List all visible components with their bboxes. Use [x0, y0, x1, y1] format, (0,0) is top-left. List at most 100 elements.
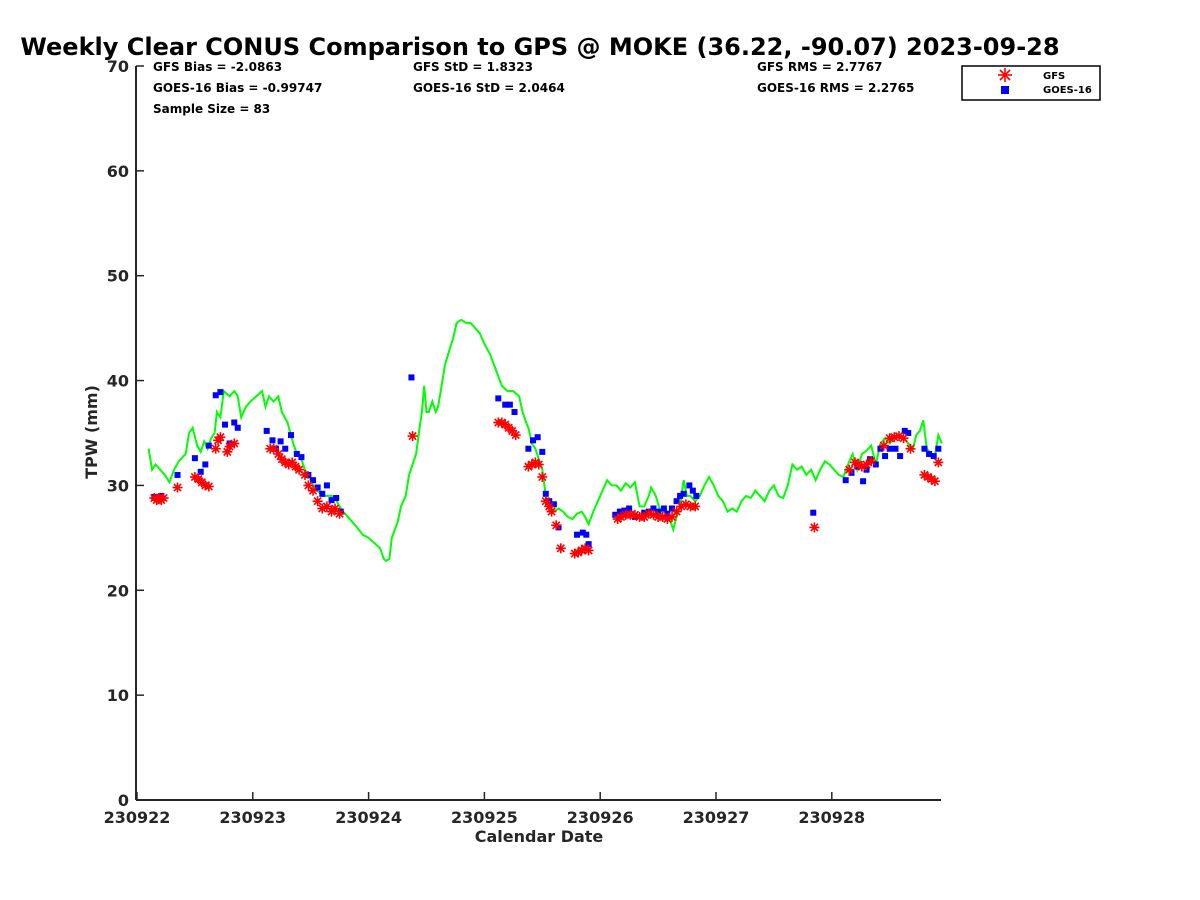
goes16-point: [677, 492, 684, 499]
x-tick-label: 230927: [683, 808, 750, 827]
y-tick-label: 60: [107, 162, 129, 181]
x-tick-label: 230924: [335, 808, 402, 827]
legend-gfs-label: GFS: [1043, 71, 1065, 82]
goes-bias-stat: GOES-16 Bias = -0.99747: [153, 81, 322, 95]
goes16-point: [897, 453, 904, 460]
y-tick-label: 40: [107, 372, 129, 391]
goes16-point: [539, 448, 546, 455]
goes16-point: [935, 445, 942, 452]
x-tick-label: 230923: [219, 808, 286, 827]
gps-series-line: [147, 318, 943, 563]
goes16-point: [930, 453, 937, 460]
y-tick-label: 20: [107, 581, 129, 600]
goes16-point: [673, 498, 680, 505]
gfs-point: [866, 456, 877, 467]
goes16-point: [263, 427, 270, 434]
x-tick-label: 230926: [567, 808, 634, 827]
goes16-point: [650, 505, 657, 512]
goes16-point: [217, 389, 224, 396]
gfs-point: [551, 520, 562, 531]
goes16-point: [534, 434, 541, 441]
gfs-rms-stat: GFS RMS = 2.7767: [757, 60, 882, 74]
gfs-point: [210, 443, 221, 454]
gfs-point: [229, 438, 240, 449]
goes16-point: [542, 490, 549, 497]
goes16-point: [585, 541, 592, 548]
goes16-point: [293, 450, 300, 457]
goes16-point: [310, 477, 317, 484]
goes16-point: [810, 509, 817, 516]
goes16-point: [863, 466, 870, 473]
goes16-point: [664, 510, 671, 517]
goes16-point: [495, 395, 502, 402]
gfs-point: [299, 469, 310, 480]
goes16-point: [886, 445, 893, 452]
sample-size-stat: Sample Size = 83: [153, 102, 270, 116]
goes16-point: [212, 392, 219, 399]
legend-box: [961, 65, 1101, 101]
goes16-point: [511, 409, 518, 416]
gfs-point: [407, 431, 418, 442]
x-tick-label: 230922: [104, 808, 171, 827]
gfs-point: [690, 501, 701, 512]
goes-std-stat: GOES-16 StD = 2.0464: [413, 81, 565, 95]
gfs-point: [158, 493, 169, 503]
gfs-point: [533, 459, 544, 470]
goes16-point: [616, 508, 623, 515]
goes16-point: [921, 445, 928, 452]
legend-goes-label: GOES-16: [1043, 85, 1092, 96]
goes16-point: [205, 442, 212, 449]
goes16-point: [668, 505, 675, 512]
goes16-point: [680, 490, 687, 497]
goes16-point: [842, 477, 849, 484]
legend-gfs-marker: [998, 68, 1012, 82]
goes16-point: [574, 531, 581, 538]
goes16-point: [314, 484, 321, 491]
legend: GFS GOES-16: [961, 65, 1101, 101]
gfs-point: [809, 522, 820, 533]
gfs-point: [510, 430, 521, 441]
goes16-point: [686, 482, 693, 489]
gfs-point: [172, 482, 183, 493]
gfs-point: [317, 503, 328, 514]
gfs-point: [312, 496, 323, 507]
y-tick-label: 50: [107, 267, 129, 286]
gfs-point: [540, 496, 551, 507]
plot-area: 0 10 20 30 40 50 60 70 230922 230923 230924 230925 2…: [104, 57, 944, 827]
goes16-point: [231, 419, 238, 426]
goes16-point: [323, 482, 330, 489]
gfs-point: [203, 481, 214, 492]
gfs-point: [308, 485, 318, 496]
y-tick-label: 0: [118, 791, 129, 810]
gfs-point: [905, 443, 916, 454]
goes16-point: [506, 401, 513, 408]
gfs-std-stat: GFS StD = 1.8323: [413, 60, 533, 74]
gfs-point: [273, 449, 284, 459]
goes16-point: [328, 497, 335, 504]
goes16-point: [892, 445, 899, 452]
y-tick-label: 10: [107, 686, 129, 705]
goes16-point: [197, 468, 204, 475]
chart-title: Weekly Clear CONUS Comparison to GPS @ M…: [20, 33, 1059, 61]
gfs-point: [334, 508, 345, 519]
goes16-point: [872, 461, 879, 468]
gfs-point: [555, 543, 566, 554]
y-tick-label: 30: [107, 476, 129, 495]
goes16-point: [525, 445, 532, 452]
goes16-point: [579, 529, 586, 536]
goes16-point: [319, 490, 326, 497]
goes16-point: [191, 455, 198, 462]
x-tick-label: 230928: [798, 808, 865, 827]
gfs-point: [215, 432, 226, 443]
gfs-point: [929, 476, 940, 487]
goes16-point: [621, 507, 628, 514]
goes16-point: [655, 508, 662, 515]
goes16-point: [550, 501, 557, 508]
goes16-point: [234, 424, 241, 431]
goes16-point: [202, 461, 209, 468]
stats-block: GFS Bias = -2.0863 GOES-16 Bias = -0.997…: [153, 60, 914, 116]
goes16-point: [333, 495, 340, 502]
goes16-point: [298, 454, 305, 461]
gfs-point: [844, 464, 855, 475]
